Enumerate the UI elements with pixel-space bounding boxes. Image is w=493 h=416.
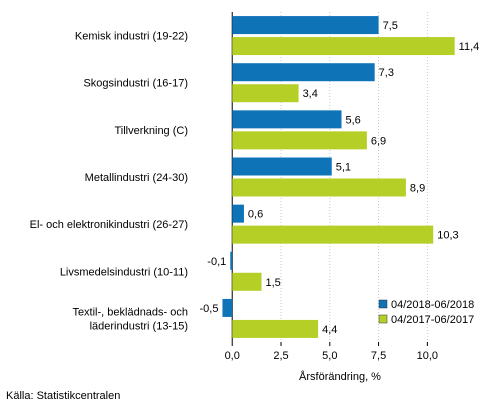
bar — [232, 178, 406, 197]
legend: 04/2018-06/2018 04/2017-06/2017 — [378, 299, 474, 326]
legend-label: 04/2018-06/2018 — [391, 299, 474, 311]
data-label: 1,5 — [265, 277, 280, 289]
data-label: 0,6 — [248, 209, 263, 221]
category-label-line: läderindustri (13-15) — [90, 320, 188, 332]
grid-lines — [231, 12, 428, 342]
data-label: 4,4 — [322, 324, 337, 336]
category-label-line: Livsmedelsindustri (10-11) — [60, 266, 188, 278]
data-label: 7,5 — [383, 20, 398, 32]
x-tick-label: 2,5 — [273, 350, 288, 362]
bar — [232, 37, 455, 56]
legend-swatch — [378, 299, 388, 309]
bar — [232, 131, 367, 150]
category-label-line: Tillverkning (C) — [114, 125, 188, 137]
data-label: 5,1 — [336, 162, 351, 174]
data-label: -0,1 — [207, 256, 226, 268]
bar — [230, 251, 233, 270]
bar — [232, 157, 332, 176]
data-label: 6,9 — [371, 135, 386, 147]
category-label-line: El- och elektronikindustri (26-27) — [30, 219, 188, 231]
bar — [232, 16, 379, 35]
category-label-line: Textil-, beklädnads- och — [72, 306, 188, 318]
category-label: Textil-, beklädnads- och läderindustri (1… — [72, 306, 188, 332]
bar — [232, 63, 375, 82]
category-label: El- och elektronikindustri (26-27) — [30, 219, 188, 231]
bar — [232, 272, 262, 291]
data-labels: 7,5 11,4 7,3 3,4 5,6 6,9 5,1 8,9 0,6 10,3 -0,1 1,5 -… — [199, 20, 479, 336]
category-label: Metallindustri (24-30) — [85, 172, 188, 184]
data-label: 10,3 — [437, 230, 458, 242]
x-tick-label: 7,5 — [371, 350, 386, 362]
bars — [222, 16, 455, 338]
category-labels: Kemisk industri (19-22) Skogsindustri (16… — [30, 31, 188, 333]
category-label: Tillverkning (C) — [114, 125, 188, 137]
x-tick-label: 10,0 — [417, 350, 438, 362]
category-label: Skogsindustri (16-17) — [83, 78, 188, 90]
x-axis-label: Årsförändring, % — [299, 370, 381, 383]
data-label: 8,9 — [410, 183, 425, 195]
data-label: 3,4 — [303, 88, 318, 100]
bar — [232, 204, 244, 223]
bar — [232, 225, 434, 244]
x-tick-label: 0,0 — [225, 350, 240, 362]
x-axis: 0,0 2,5 5,0 7,5 10,0 Årsförändring, % — [225, 342, 438, 383]
category-label-line: Metallindustri (24-30) — [85, 172, 188, 184]
x-tick-label: 5,0 — [322, 350, 337, 362]
data-label: 11,4 — [459, 41, 480, 53]
category-label: Livsmedelsindustri (10-11) — [60, 266, 188, 278]
category-label: Kemisk industri (19-22) — [75, 31, 188, 43]
legend-label: 04/2017-06/2017 — [391, 314, 474, 326]
bar — [232, 319, 319, 338]
bar — [232, 84, 299, 103]
legend-swatch — [378, 314, 388, 324]
category-label-line: Kemisk industri (19-22) — [75, 31, 188, 43]
data-label: -0,5 — [199, 303, 218, 315]
bar — [222, 298, 233, 317]
data-label: 5,6 — [346, 114, 361, 126]
source-note: Källa: Statistikcentralen — [6, 390, 121, 402]
data-label: 7,3 — [379, 67, 394, 79]
bar — [232, 110, 342, 129]
category-label-line: Skogsindustri (16-17) — [83, 78, 188, 90]
